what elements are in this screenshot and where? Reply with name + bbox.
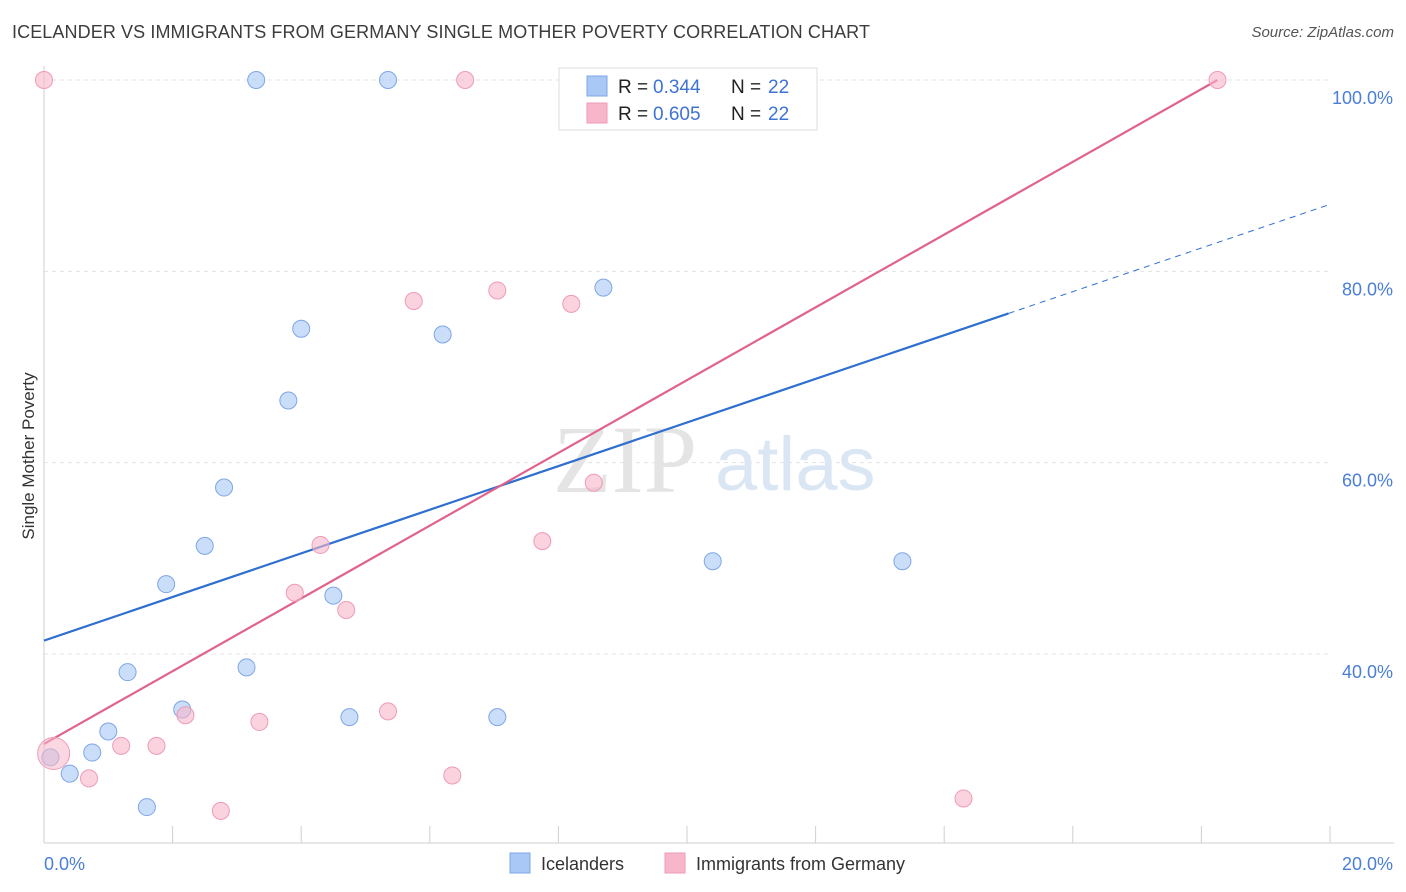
data-point-series-1: [379, 702, 398, 721]
data-point-series-0: [99, 722, 118, 741]
data-point-series-0: [893, 552, 912, 571]
legend-r-value: 0.344: [653, 77, 701, 98]
legend-n-label: N =: [731, 104, 761, 125]
data-point-series-0: [237, 658, 256, 677]
grid-layer: [44, 79, 1330, 655]
data-point-series-0: [118, 663, 137, 682]
legend-r-label: R =: [618, 77, 648, 98]
data-point-series-1: [337, 600, 356, 619]
data-point-series-0: [379, 71, 398, 89]
trend-extension-series-0: [1008, 203, 1331, 314]
data-point-series-0: [247, 71, 266, 89]
data-point-series-0: [279, 391, 298, 410]
data-point-series-1: [562, 294, 581, 313]
data-point-series-0: [703, 552, 722, 571]
bottom-legend-label: Icelanders: [541, 854, 624, 874]
data-point-series-0: [340, 708, 359, 727]
y-tick-label: 80.0%: [1342, 279, 1393, 299]
bottom-legend-label: Immigrants from Germany: [696, 854, 905, 874]
chart-title: ICELANDER VS IMMIGRANTS FROM GERMANY SIN…: [12, 22, 871, 42]
y-axis-label: Single Mother Poverty: [19, 372, 38, 540]
data-point-series-1: [404, 291, 423, 310]
data-point-series-1: [80, 769, 99, 788]
watermark-atlas: atlas: [715, 422, 876, 507]
data-point-series-1: [443, 766, 462, 785]
bottom-legend-swatch: [509, 852, 531, 874]
legend-r-value: 0.605: [653, 104, 701, 125]
trend-line-series-1: [43, 79, 1219, 745]
data-point-series-1: [1208, 71, 1227, 89]
top-legend: R = 0.344 N = 22 R = 0.605 N = 22: [558, 67, 818, 131]
data-point-series-1: [311, 535, 330, 554]
data-point-series-1: [211, 801, 230, 820]
data-point-series-1: [285, 583, 304, 602]
x-tick-label: 0.0%: [44, 854, 85, 874]
watermark: ZIP atlas: [553, 406, 876, 513]
data-point-series-0: [215, 478, 234, 497]
data-point-series-1: [584, 473, 603, 492]
data-point-series-0: [83, 743, 102, 762]
data-point-series-1: [35, 71, 53, 89]
data-point-series-0: [157, 575, 176, 594]
data-point-series-0: [292, 319, 311, 338]
data-point-series-1: [954, 789, 973, 808]
data-point-series-0: [324, 586, 343, 605]
axes-layer: [43, 66, 1394, 844]
legend-swatch: [586, 102, 608, 124]
legend-n-label: N =: [731, 77, 761, 98]
tick-labels: 40.0% 60.0% 80.0% 100.0% 0.0% 20.0%: [44, 88, 1393, 874]
data-point-series-0: [488, 708, 507, 727]
chart-source: Source: ZipAtlas.com: [1251, 24, 1394, 41]
data-point-series-0: [433, 325, 452, 344]
y-tick-label: 40.0%: [1342, 662, 1393, 682]
data-point-series-0: [594, 278, 613, 297]
trend-layer: [43, 79, 1331, 745]
data-point-series-1: [176, 706, 195, 725]
data-point-series-1: [456, 71, 475, 89]
data-point-series-1: [147, 736, 166, 755]
y-tick-label: 60.0%: [1342, 471, 1393, 491]
data-point-series-1: [37, 736, 71, 770]
legend-n-value: 22: [768, 104, 789, 125]
data-point-series-0: [60, 764, 79, 783]
bottom-legend: Icelanders Immigrants from Germany: [509, 852, 905, 874]
data-point-series-1: [112, 736, 131, 755]
data-point-series-1: [488, 281, 507, 300]
data-point-series-1: [250, 712, 269, 731]
data-point-series-0: [195, 536, 214, 555]
legend-r-label: R =: [618, 104, 648, 125]
y-tick-label: 100.0%: [1332, 88, 1393, 108]
legend-swatch: [586, 75, 608, 97]
legend-n-value: 22: [768, 77, 789, 98]
data-point-series-1: [533, 532, 552, 551]
x-tick-label: 20.0%: [1342, 854, 1393, 874]
trend-line-series-0: [43, 312, 1009, 642]
data-point-series-0: [137, 798, 156, 817]
bottom-legend-swatch: [664, 852, 686, 874]
